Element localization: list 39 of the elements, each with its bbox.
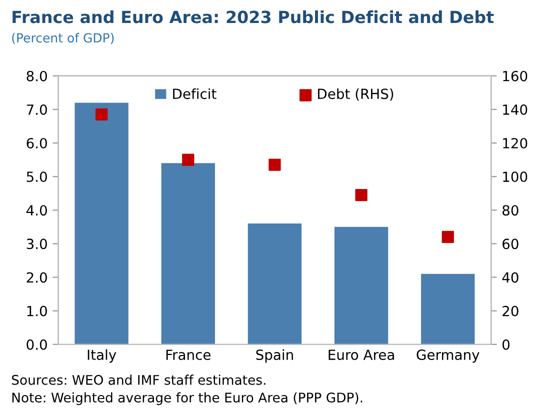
y-tick-label: 3.0	[26, 238, 47, 250]
point	[442, 230, 454, 244]
y-tick-label: 7.0	[26, 104, 47, 115]
y2-tick-label: 120	[503, 138, 528, 148]
y2-tick-label: 80	[502, 205, 518, 216]
chart-title: France and Euro Area: 2023 Public Deficit and Debt	[12, 10, 494, 24]
bar	[161, 163, 215, 344]
bar	[248, 224, 302, 344]
chart-subtitle: (Percent of GDP)	[12, 32, 114, 44]
y-tick-label: 5.0	[26, 172, 47, 182]
point	[355, 188, 368, 202]
y2-tick-label: 40	[502, 272, 518, 283]
source-note: Sources: WEO and IMF staff estimates.	[12, 374, 266, 385]
y-tick-label: 1.0	[27, 306, 47, 316]
text: Note: Weighted average for the Euro Area (PPP GDP).	[12, 392, 362, 406]
bar	[334, 226, 388, 344]
y-tick-label: 0.0	[26, 339, 47, 350]
bar	[421, 274, 475, 344]
x-tick-label: Euro Area	[328, 350, 394, 360]
y2-tick-label: 140	[503, 104, 528, 115]
y2-tick-label: 0	[502, 339, 510, 350]
y2-tick-label: 60	[502, 238, 518, 250]
point	[182, 154, 194, 166]
legend-label: Debt (RHS)	[318, 88, 394, 101]
y-tick-label: 2.0	[26, 272, 47, 283]
y2-tick-label: 20	[502, 306, 518, 316]
x-tick-label: Italy	[88, 349, 116, 363]
point	[95, 108, 108, 121]
y-tick-label: 6.0	[26, 138, 47, 148]
y2-tick-label: 160	[503, 70, 528, 82]
x-tick-label: Germany	[416, 350, 480, 363]
y-tick-label: 8.0	[26, 70, 47, 82]
y-tick-label: 4.0	[26, 205, 47, 216]
x-tick-label: Spain	[256, 349, 293, 363]
bar	[74, 102, 128, 344]
legend-label: Deficit	[173, 88, 216, 100]
point	[268, 158, 281, 171]
y2-tick-label: 100	[503, 172, 528, 182]
x-tick-label: France	[166, 350, 210, 360]
